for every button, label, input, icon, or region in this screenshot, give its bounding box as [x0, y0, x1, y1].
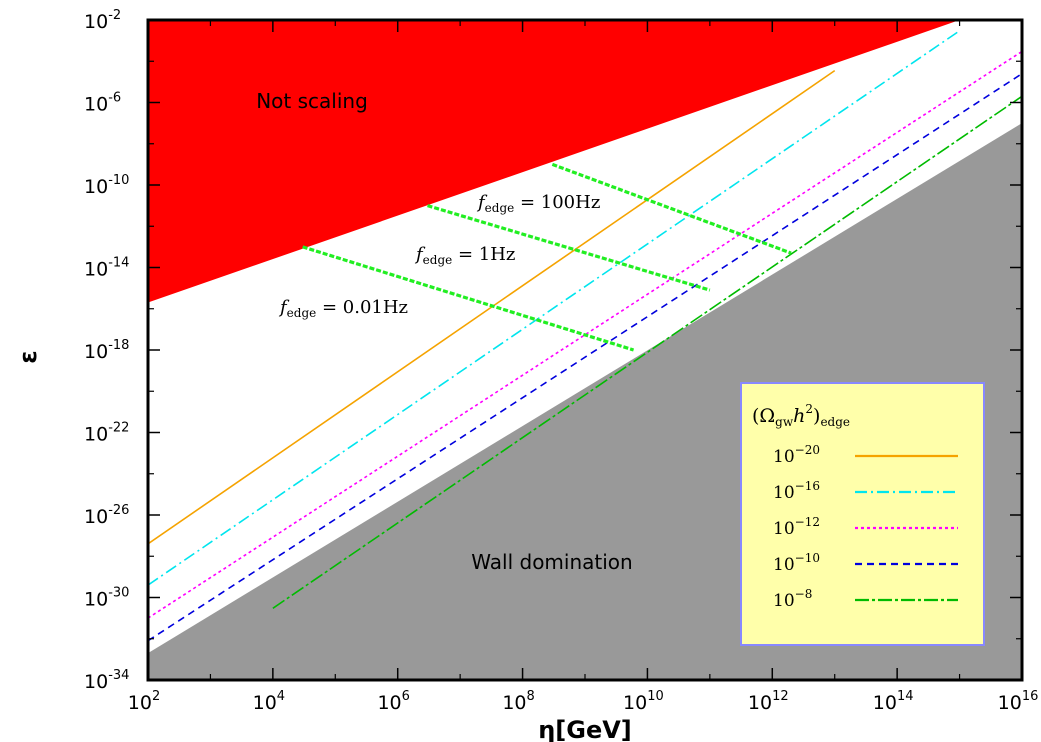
frequency-line-0	[551, 162, 792, 255]
y-tick-label-8: 10-34	[84, 668, 129, 693]
frequency-label-1: fedge = 1Hz	[414, 244, 515, 267]
y-axis-label: ε	[14, 350, 42, 363]
legend: (Ωgwh2)edge 10−20 10−16 10−12 10−10 10−8	[740, 382, 985, 646]
x-tick-label-5: 1012	[748, 689, 789, 714]
legend-box	[740, 382, 985, 646]
frequency-line-1	[427, 204, 711, 292]
y-tick-label-6: 10-26	[84, 503, 129, 528]
y-tick-label-0: 10-2	[84, 8, 121, 33]
legend-entry-0: 10−20	[773, 443, 820, 467]
x-tick-label-2: 106	[377, 689, 409, 714]
legend-entry-4: 10−8	[773, 587, 812, 611]
legend-entry-2: 10−12	[773, 515, 820, 539]
x-tick-label-0: 102	[128, 689, 160, 714]
series-line-4	[272, 95, 1022, 609]
frequency-label-2: fedge = 0.01Hz	[278, 297, 408, 320]
series-line-1	[148, 30, 961, 586]
series-line-3	[148, 72, 1022, 642]
wall-domination-label: Wall domination	[471, 550, 632, 574]
y-tick-label-7: 10-30	[84, 586, 129, 611]
legend-entry-1: 10−16	[773, 479, 820, 503]
x-tick-label-3: 108	[502, 689, 534, 714]
not-scaling-label: Not scaling	[256, 89, 368, 113]
y-tick-label-4: 10-18	[84, 338, 129, 363]
frequency-line-2	[302, 245, 635, 352]
x-tick-label-4: 1010	[623, 689, 664, 714]
y-tick-label-1: 10-6	[84, 91, 121, 116]
legend-title: (Ωgwh2)edge	[752, 402, 850, 429]
y-tick-label-3: 10-14	[84, 256, 129, 281]
x-tick-label-6: 1014	[873, 689, 914, 714]
x-tick-label-7: 1016	[998, 689, 1039, 714]
legend-entry-3: 10−10	[773, 551, 820, 575]
y-tick-label-5: 10-22	[84, 421, 129, 446]
y-tick-label-2: 10-10	[84, 173, 129, 198]
not-scaling-region	[148, 20, 1022, 303]
frequency-label-0: fedge = 100Hz	[476, 192, 600, 215]
x-axis-label: η[GeV]	[538, 716, 632, 742]
x-tick-label-1: 104	[253, 689, 285, 714]
